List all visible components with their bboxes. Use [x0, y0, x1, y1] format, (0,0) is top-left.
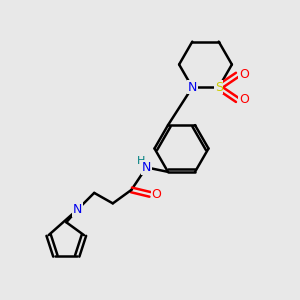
Text: N: N	[73, 203, 82, 216]
Text: O: O	[239, 68, 249, 81]
Text: H: H	[137, 156, 145, 166]
Text: O: O	[239, 94, 249, 106]
Text: S: S	[215, 81, 223, 94]
Text: N: N	[188, 81, 197, 94]
Text: O: O	[152, 188, 161, 201]
Text: N: N	[142, 161, 151, 174]
